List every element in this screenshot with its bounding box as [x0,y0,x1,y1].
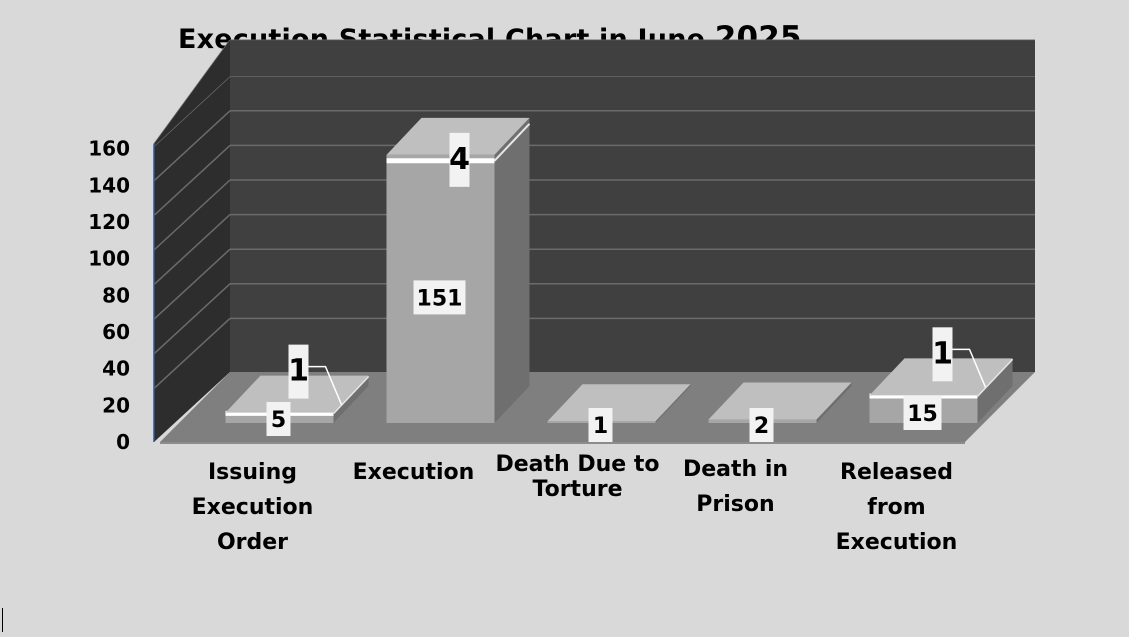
stack-divider-side [493,123,531,162]
floor-edge [160,442,965,444]
data-label-box [749,408,774,442]
y-tick-label: 80 [102,283,130,307]
data-label-box [288,344,309,399]
y-tick-label: 0 [116,430,130,454]
data-label: 4 [449,142,470,177]
category-label: Death Due to Torture [495,452,660,502]
data-label-box [588,408,613,442]
data-label-box [449,132,470,187]
y-tick-label: 20 [102,393,130,417]
bar-side [494,117,530,423]
data-label-box [266,402,291,436]
bar-side [655,384,691,423]
data-label: 1 [288,354,309,389]
stack-divider-side [976,358,1014,397]
corner-artifact [2,608,3,632]
data-label-box [413,280,466,315]
gridline-side [153,248,231,320]
data-label-box [932,327,953,382]
y-tick-label: 160 [88,137,130,161]
data-label: 15 [907,402,938,427]
back-wall [230,76,1035,372]
y-tick-label: 100 [88,247,130,271]
gridline-side [153,283,231,355]
category-label: Execution [352,460,475,485]
category-label: Released from Execution [835,460,958,555]
back-wall-top [230,40,1035,77]
bar-side [816,382,852,423]
bar-top [708,382,852,420]
data-label: 151 [417,286,463,311]
side-wall-top [154,40,230,147]
category-label: Death in Prison [682,457,789,517]
leader-line [952,348,987,388]
gridline-side [153,317,231,389]
category-label: Issuing Execution Order [191,460,314,555]
bar-top [547,384,691,422]
data-label: 5 [271,408,286,433]
y-tick-label: 140 [88,173,130,197]
leader-line [308,365,343,405]
data-label: 1 [593,414,608,439]
side-wall [154,76,230,442]
y-tick-label: 40 [102,357,130,381]
y-tick-label: 120 [88,210,130,234]
bar-side [333,375,369,423]
gridline-side [153,144,231,216]
bar-side [977,358,1013,423]
y-tick-label: 60 [102,320,130,344]
data-label-box [903,396,942,430]
gridline-side [153,110,231,182]
data-label: 1 [932,336,953,371]
gridline-side [153,214,231,286]
data-label: 2 [754,414,769,439]
gridline-side [153,179,231,251]
stack-divider-side [332,375,370,415]
